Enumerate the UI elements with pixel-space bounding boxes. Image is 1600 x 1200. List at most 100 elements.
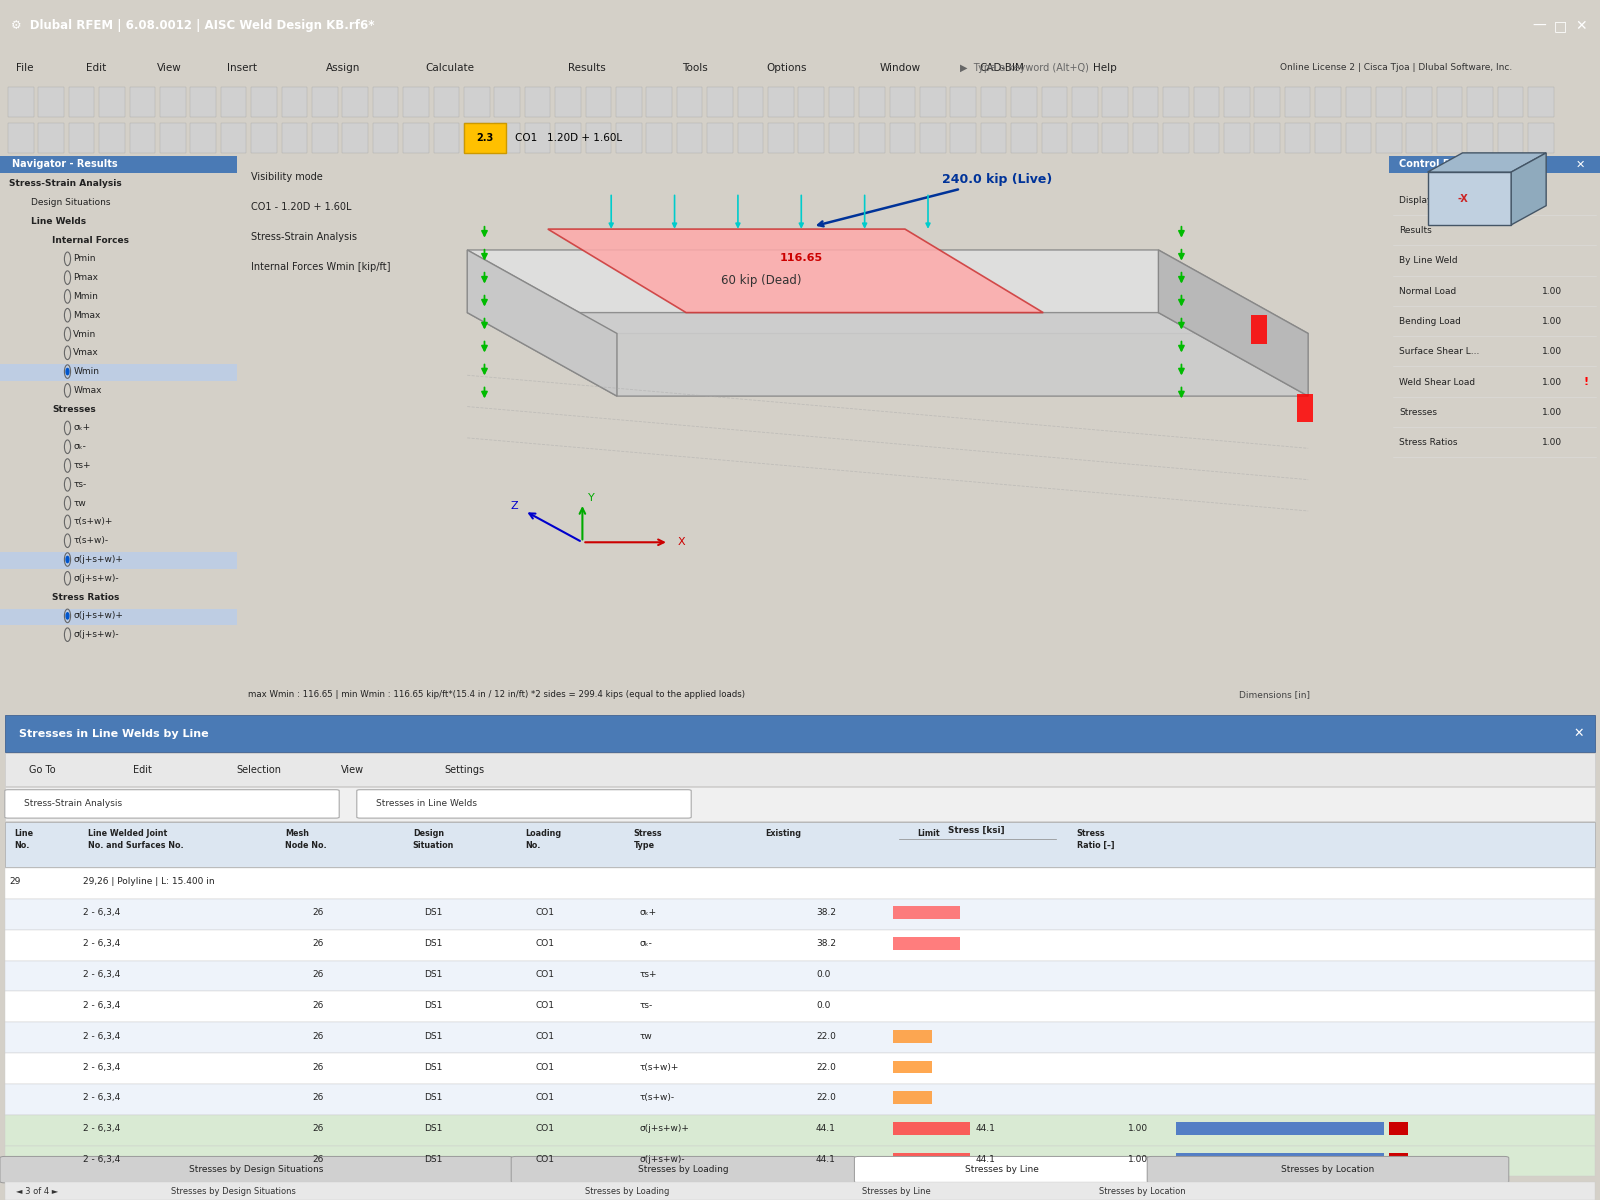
Text: Stress-Strain Analysis: Stress-Strain Analysis bbox=[251, 232, 357, 242]
Bar bbox=[1072, 86, 1098, 118]
Bar bbox=[373, 86, 398, 118]
Text: Wmin: Wmin bbox=[74, 367, 99, 376]
Text: Pmin: Pmin bbox=[74, 254, 96, 263]
Text: DS1: DS1 bbox=[424, 1062, 442, 1072]
Bar bbox=[342, 122, 368, 154]
Bar bbox=[1042, 122, 1067, 154]
Text: σₖ-: σₖ- bbox=[74, 443, 86, 451]
Bar bbox=[738, 122, 763, 154]
Bar bbox=[1406, 86, 1432, 118]
Bar bbox=[5, 1084, 1595, 1115]
Text: 1.00: 1.00 bbox=[1128, 1124, 1149, 1133]
Text: 2 - 6,3,4: 2 - 6,3,4 bbox=[83, 940, 120, 948]
Text: 116.65: 116.65 bbox=[779, 253, 822, 263]
Text: Design: Design bbox=[413, 829, 443, 839]
Bar bbox=[403, 86, 429, 118]
Text: 1.00: 1.00 bbox=[1542, 287, 1562, 295]
Text: ✕: ✕ bbox=[1574, 19, 1587, 32]
Bar bbox=[1011, 122, 1037, 154]
Text: max Wmin : 116.65 | min Wmin : 116.65 kip/ft*(15.4 in / 12 in/ft) *2 sides = 299: max Wmin : 116.65 | min Wmin : 116.65 ki… bbox=[248, 690, 746, 698]
Text: Internal Forces: Internal Forces bbox=[53, 235, 130, 245]
Text: Line Welds: Line Welds bbox=[30, 217, 86, 226]
Bar bbox=[1133, 122, 1158, 154]
Text: 1.00: 1.00 bbox=[1542, 378, 1562, 386]
Text: 29,26 | Polyline | L: 15.400 in: 29,26 | Polyline | L: 15.400 in bbox=[83, 877, 214, 887]
Bar bbox=[1376, 86, 1402, 118]
Text: Situation: Situation bbox=[413, 841, 454, 850]
FancyBboxPatch shape bbox=[0, 1157, 512, 1183]
Text: ✕: ✕ bbox=[1573, 727, 1584, 740]
Bar bbox=[920, 86, 946, 118]
Text: 60 kip (Dead): 60 kip (Dead) bbox=[720, 274, 802, 287]
Bar bbox=[890, 122, 915, 154]
Bar bbox=[38, 122, 64, 154]
Text: Display Factors: Display Factors bbox=[1400, 196, 1467, 205]
Bar bbox=[1427, 172, 1510, 224]
Text: Vmin: Vmin bbox=[74, 330, 96, 338]
Bar bbox=[1498, 86, 1523, 118]
Bar bbox=[555, 86, 581, 118]
Text: 44.1: 44.1 bbox=[816, 1124, 835, 1133]
Bar bbox=[1315, 122, 1341, 154]
Text: Stresses: Stresses bbox=[53, 404, 96, 414]
Bar bbox=[1528, 122, 1554, 154]
Bar bbox=[893, 937, 960, 950]
Text: CO1: CO1 bbox=[536, 940, 555, 948]
Text: 22.0: 22.0 bbox=[816, 1093, 835, 1103]
Text: No. and Surfaces No.: No. and Surfaces No. bbox=[88, 841, 184, 850]
Text: DS1: DS1 bbox=[424, 1093, 442, 1103]
FancyBboxPatch shape bbox=[512, 1157, 856, 1183]
Text: Y: Y bbox=[589, 493, 595, 503]
Text: Line Welded Joint: Line Welded Joint bbox=[88, 829, 168, 839]
Bar bbox=[646, 86, 672, 118]
Bar bbox=[130, 86, 155, 118]
Text: σ(j+s+w)+: σ(j+s+w)+ bbox=[74, 611, 123, 620]
Bar bbox=[1102, 122, 1128, 154]
Text: Existing: Existing bbox=[765, 829, 800, 839]
Text: Mmax: Mmax bbox=[74, 311, 101, 319]
Bar bbox=[312, 122, 338, 154]
Text: σₖ+: σₖ+ bbox=[74, 424, 91, 432]
Bar bbox=[829, 122, 854, 154]
Text: Tools: Tools bbox=[682, 62, 707, 73]
Text: View: View bbox=[157, 62, 181, 73]
Bar bbox=[893, 906, 960, 919]
Bar bbox=[1437, 122, 1462, 154]
Bar bbox=[1346, 122, 1371, 154]
Bar bbox=[1251, 316, 1267, 344]
Text: View: View bbox=[341, 764, 363, 775]
Text: Vmax: Vmax bbox=[74, 348, 99, 358]
Text: Stresses by Location: Stresses by Location bbox=[1282, 1165, 1374, 1174]
Bar bbox=[190, 122, 216, 154]
Text: 2 - 6,3,4: 2 - 6,3,4 bbox=[83, 1062, 120, 1072]
Bar bbox=[69, 122, 94, 154]
Text: 44.1: 44.1 bbox=[976, 1156, 995, 1164]
Text: ⚙  Dlubal RFEM | 6.08.0012 | AISC Weld Design KB.rf6*: ⚙ Dlubal RFEM | 6.08.0012 | AISC Weld De… bbox=[11, 19, 374, 32]
Bar bbox=[5, 960, 1595, 991]
Text: Pmax: Pmax bbox=[74, 274, 99, 282]
Text: 2 - 6,3,4: 2 - 6,3,4 bbox=[83, 1156, 120, 1164]
Text: CO1: CO1 bbox=[536, 908, 555, 917]
Text: τs+: τs+ bbox=[74, 461, 91, 470]
Bar bbox=[221, 86, 246, 118]
Text: Stresses in Line Welds: Stresses in Line Welds bbox=[376, 799, 477, 808]
Text: 2 - 6,3,4: 2 - 6,3,4 bbox=[83, 1032, 120, 1040]
Text: 2 - 6,3,4: 2 - 6,3,4 bbox=[83, 1124, 120, 1133]
Text: Stress: Stress bbox=[634, 829, 662, 839]
Text: τs-: τs- bbox=[74, 480, 86, 488]
Text: Stress-Strain Analysis: Stress-Strain Analysis bbox=[24, 799, 122, 808]
Polygon shape bbox=[1510, 152, 1546, 224]
FancyBboxPatch shape bbox=[5, 790, 339, 818]
Text: Stress Ratios: Stress Ratios bbox=[1400, 438, 1458, 448]
Bar bbox=[221, 122, 246, 154]
Text: Stresses by Line: Stresses by Line bbox=[862, 1187, 931, 1195]
Bar bbox=[1467, 122, 1493, 154]
Text: Assign: Assign bbox=[326, 62, 360, 73]
Bar bbox=[646, 122, 672, 154]
Bar bbox=[99, 122, 125, 154]
Text: No.: No. bbox=[525, 841, 541, 850]
Text: Internal Forces Wmin [kip/ft]: Internal Forces Wmin [kip/ft] bbox=[251, 262, 390, 272]
Circle shape bbox=[66, 368, 69, 374]
Bar bbox=[1376, 122, 1402, 154]
Bar bbox=[586, 86, 611, 118]
